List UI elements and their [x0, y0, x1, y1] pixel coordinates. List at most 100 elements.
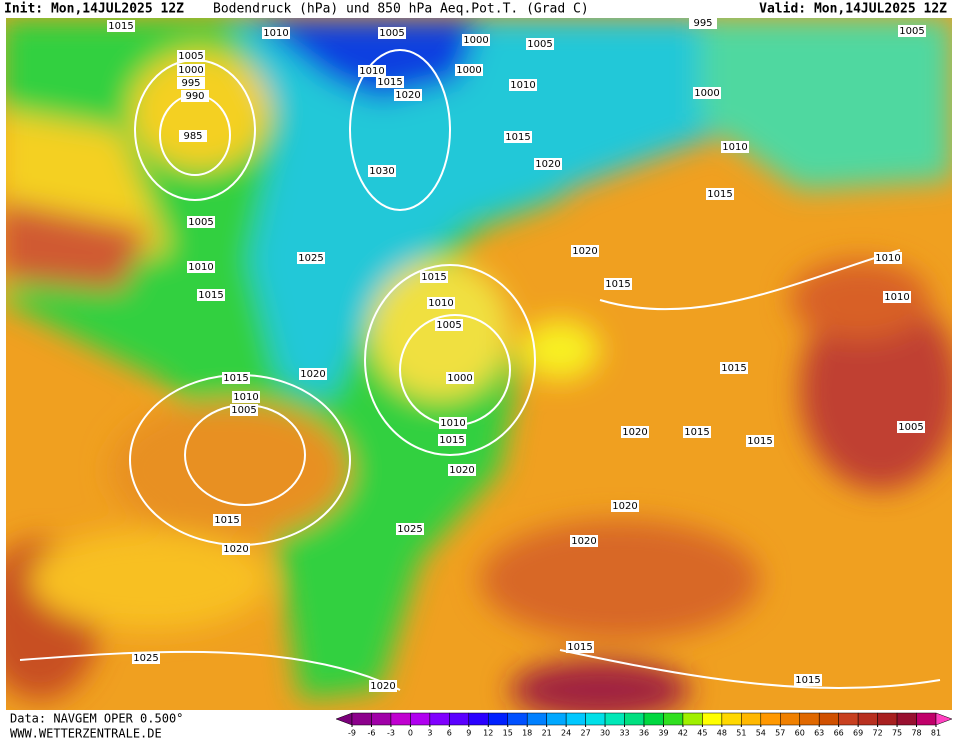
isobar-label: 1030 — [369, 166, 394, 177]
isobar-label: 1020 — [395, 90, 420, 101]
label-box — [693, 87, 721, 99]
colorbar-label: 24 — [561, 729, 571, 738]
valid-time: Valid: Mon,14JUL2025 12Z — [759, 2, 947, 17]
isobar-label: 990 — [185, 91, 204, 102]
label-box — [571, 245, 599, 257]
isobar-label: 1005 — [188, 217, 213, 228]
isobar-label: 1010 — [510, 80, 535, 91]
colorbar-label: 15 — [503, 729, 513, 738]
isobar-label: 1005 — [436, 320, 461, 331]
label-box — [611, 500, 639, 512]
isobar-label: 1020 — [535, 159, 560, 170]
colorbar: -9 -6 -3 0 3 6 9 12 15 18 21 24 27 30 33 36 39 42 45 48 51 54… — [335, 712, 953, 738]
colorbar-bin — [663, 712, 684, 726]
colorbar-label: 66 — [834, 729, 844, 738]
isobar-label: 1000 — [456, 65, 481, 76]
colorbar-label: 60 — [795, 729, 805, 738]
isobar-label: 985 — [183, 131, 202, 142]
colorbar-bin — [702, 712, 723, 726]
label-box — [448, 464, 476, 476]
isobar-label: 1000 — [447, 373, 472, 384]
colorbar-label: 57 — [775, 729, 785, 738]
colorbar-bin — [799, 712, 820, 726]
isobar-label: 1015 — [605, 279, 630, 290]
isobar-label: 1020 — [572, 246, 597, 257]
label-box — [299, 368, 327, 380]
label-box — [455, 64, 483, 76]
colorbar-label: 3 — [427, 729, 432, 738]
colorbar-label: -9 — [348, 729, 356, 738]
isobar-label: 1010 — [263, 28, 288, 39]
colorbar-bin — [916, 712, 937, 726]
label-box — [570, 535, 598, 547]
isobar-label: 1005 — [379, 28, 404, 39]
colorbar-bin — [721, 712, 742, 726]
label-box — [462, 34, 490, 46]
label-box — [187, 261, 215, 273]
label-box — [689, 17, 717, 29]
isobar-label: 1015 — [214, 515, 239, 526]
label-box — [604, 278, 632, 290]
label-box — [369, 680, 397, 692]
label-box — [439, 417, 467, 429]
label-box — [262, 27, 290, 39]
colorbar-bin — [818, 712, 839, 726]
label-box — [181, 90, 209, 102]
init-time: Init: Mon,14JUL2025 12Z — [4, 2, 184, 17]
label-box — [213, 514, 241, 526]
colorbar-bin — [526, 712, 547, 726]
isobar-label: 1020 — [612, 501, 637, 512]
isobar-label: 1005 — [178, 51, 203, 62]
isobar-label: 1015 — [223, 373, 248, 384]
label-box — [358, 65, 386, 77]
colorbar-arrow — [335, 712, 353, 726]
label-box — [534, 158, 562, 170]
isobar-label: 1010 — [233, 392, 258, 403]
isobar-label: 1015 — [707, 189, 732, 200]
colorbar-label: 18 — [522, 729, 532, 738]
colorbar-label: 12 — [483, 729, 493, 738]
isobar-label: 1015 — [505, 132, 530, 143]
isobar-label: 995 — [181, 78, 200, 89]
isobar-label: 1015 — [108, 21, 133, 32]
isobar-label: 1010 — [884, 292, 909, 303]
label-box — [230, 404, 258, 416]
isobar-label: 1005 — [527, 39, 552, 50]
colorbar-bin — [507, 712, 528, 726]
label-box — [177, 77, 205, 89]
isobar-label: 1020 — [622, 427, 647, 438]
label-box — [504, 131, 532, 143]
isobar-label: 1010 — [188, 262, 213, 273]
colorbar-bin — [760, 712, 781, 726]
colorbar-label: 33 — [619, 729, 629, 738]
label-box — [794, 674, 822, 686]
colorbar-label: 45 — [697, 729, 707, 738]
colorbar-label: 0 — [408, 729, 413, 738]
label-box — [187, 216, 215, 228]
isobar-label: 995 — [693, 18, 712, 29]
isobar-label: 1005 — [231, 405, 256, 416]
isobar-label: 1000 — [463, 35, 488, 46]
colorbar-bin — [741, 712, 762, 726]
isobar-label: 1000 — [694, 88, 719, 99]
label-box — [435, 319, 463, 331]
colorbar-label: 9 — [466, 729, 471, 738]
colorbar-bin — [780, 712, 800, 726]
label-box — [177, 50, 205, 62]
isobar-label: 1025 — [397, 524, 422, 535]
isobar-label: 1015 — [684, 427, 709, 438]
colorbar-bin — [624, 712, 645, 726]
isobar-label: 1015 — [377, 77, 402, 88]
colorbar-bin — [604, 712, 625, 726]
label-box — [720, 362, 748, 374]
isobar-label: 1005 — [898, 422, 923, 433]
isobar-label: 1025 — [298, 253, 323, 264]
colorbar-label: 48 — [717, 729, 727, 738]
label-box — [706, 188, 734, 200]
colorbar-bin — [896, 712, 917, 726]
label-box — [179, 130, 207, 142]
label-box — [376, 76, 404, 88]
colorbar-label: 72 — [873, 729, 883, 738]
website: WWW.WETTERZENTRALE.DE — [10, 727, 162, 741]
temperature-field — [6, 18, 952, 710]
